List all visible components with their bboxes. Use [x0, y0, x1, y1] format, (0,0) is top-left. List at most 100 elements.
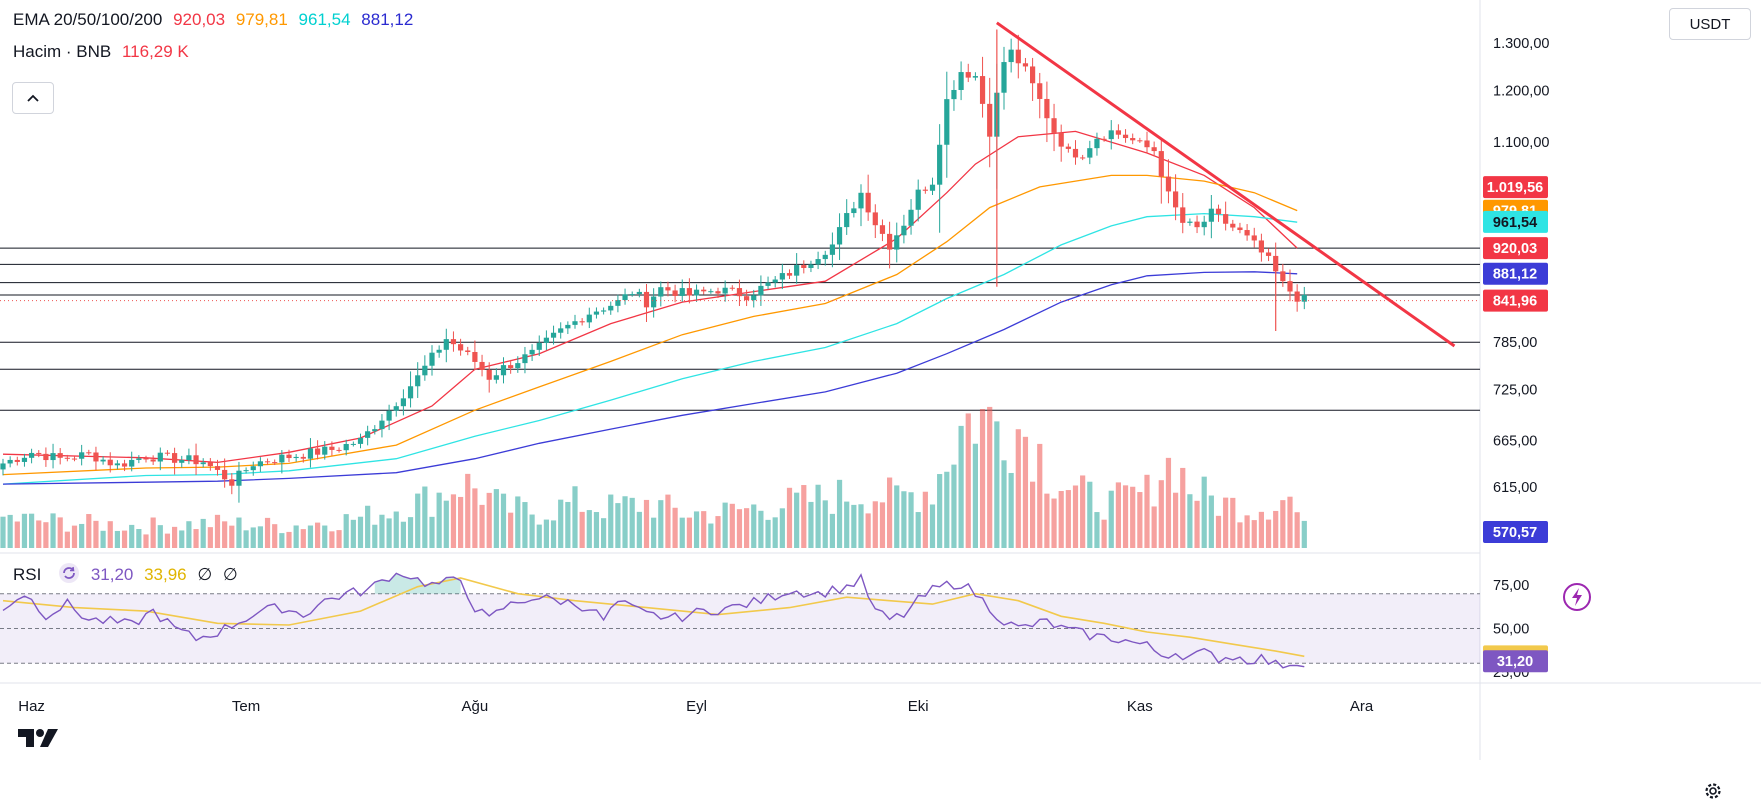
volume-bar	[558, 499, 564, 548]
candle	[758, 275, 764, 306]
candle	[372, 425, 378, 435]
candle	[686, 278, 692, 304]
price-tag-bg	[1483, 262, 1548, 285]
volume-bar	[622, 496, 628, 548]
candle-body	[393, 406, 399, 411]
candle-body	[229, 479, 235, 486]
candle-body	[207, 462, 213, 467]
volume-bar	[851, 504, 857, 548]
candle-body	[522, 354, 528, 364]
volume-bar	[458, 496, 464, 548]
candle	[1237, 222, 1243, 234]
candle	[29, 448, 35, 464]
candle-body	[279, 454, 285, 463]
price-tag: 1.019,56	[1483, 176, 1548, 199]
settings-gear-icon[interactable]	[1703, 781, 1723, 801]
volume-bar	[1180, 467, 1186, 548]
candle-body	[300, 456, 306, 459]
candle	[1251, 227, 1257, 248]
volume-bar	[500, 493, 507, 548]
candle-body	[472, 351, 478, 362]
volume-bar	[0, 516, 6, 548]
volume-bar	[136, 529, 142, 548]
price-tick-label: 725,00	[1493, 382, 1537, 398]
volume-bar	[808, 501, 814, 548]
volume-bar	[1208, 495, 1214, 548]
candle	[1258, 233, 1264, 262]
volume-bar	[157, 525, 163, 548]
currency-selector[interactable]: USDT	[1669, 8, 1751, 40]
candle	[57, 448, 63, 465]
volume-legend-label: Hacim · BNB	[13, 42, 112, 61]
candle-body	[1101, 138, 1107, 140]
ema-line-ema50	[2, 174, 1298, 476]
candle	[343, 439, 349, 456]
candle	[801, 260, 807, 274]
volume-bar	[1223, 497, 1229, 548]
candle-body	[922, 189, 928, 191]
volume-bar	[915, 512, 921, 548]
price-tag-label: 920,03	[1493, 241, 1537, 257]
candle-body	[29, 452, 35, 458]
candle-body	[1037, 83, 1043, 99]
candle	[701, 286, 707, 295]
candle	[236, 461, 242, 503]
candle-body	[558, 328, 564, 333]
volume-bar	[901, 491, 907, 548]
ema50-value: 979,81	[235, 10, 288, 29]
candle	[872, 204, 878, 239]
candle	[150, 455, 156, 466]
candle-body	[1022, 63, 1029, 67]
rsi-tag: 31,20	[1483, 650, 1548, 673]
volume-bar	[443, 500, 449, 548]
time-axis-label: Ara	[1350, 698, 1374, 715]
volume-bar	[965, 413, 971, 548]
collapse-legend-button[interactable]	[12, 82, 54, 114]
volume-tag: 570,57	[1483, 521, 1548, 543]
volume-bar	[465, 473, 471, 548]
candle	[1144, 131, 1150, 154]
price-tick-label: 1.100,00	[1493, 135, 1549, 151]
volume-bar	[1130, 486, 1136, 548]
candle-body	[1030, 66, 1036, 84]
candle-body	[443, 339, 449, 350]
candle-body	[758, 285, 764, 296]
volume-bar	[1001, 460, 1007, 548]
volume-bar	[865, 513, 871, 548]
volume-bar	[829, 513, 835, 548]
candle	[257, 457, 263, 472]
volume-bar	[608, 494, 614, 548]
candle	[865, 174, 871, 221]
candle-body	[50, 453, 56, 461]
volume-bar	[29, 513, 35, 548]
volume-bar	[1280, 500, 1286, 548]
lightning-icon[interactable]	[1562, 582, 1592, 612]
candle	[1137, 137, 1143, 143]
candle	[1180, 193, 1186, 234]
volume-bar	[379, 514, 385, 548]
candle	[515, 356, 521, 373]
candle-body	[1208, 208, 1214, 222]
volume-bar	[536, 524, 542, 548]
candle-body	[865, 192, 871, 213]
volume-bar	[279, 533, 285, 548]
candle	[279, 450, 285, 474]
candle	[665, 281, 671, 297]
rsi-refresh-button[interactable]	[58, 562, 80, 589]
volume-bar	[679, 517, 685, 548]
candle-body	[858, 192, 864, 209]
candle-body	[729, 287, 735, 289]
volume-bar	[1022, 436, 1029, 548]
candle-body	[329, 446, 335, 450]
candle-body	[794, 265, 800, 276]
candle-body	[257, 461, 263, 467]
candle	[550, 325, 557, 345]
price-tick-label: 665,00	[1493, 434, 1537, 450]
volume-bar	[772, 517, 778, 548]
volume-bar	[1251, 520, 1257, 548]
candle-body	[643, 291, 650, 308]
candle-body	[272, 462, 278, 464]
candle-body	[622, 294, 628, 301]
candle-body	[679, 288, 685, 296]
